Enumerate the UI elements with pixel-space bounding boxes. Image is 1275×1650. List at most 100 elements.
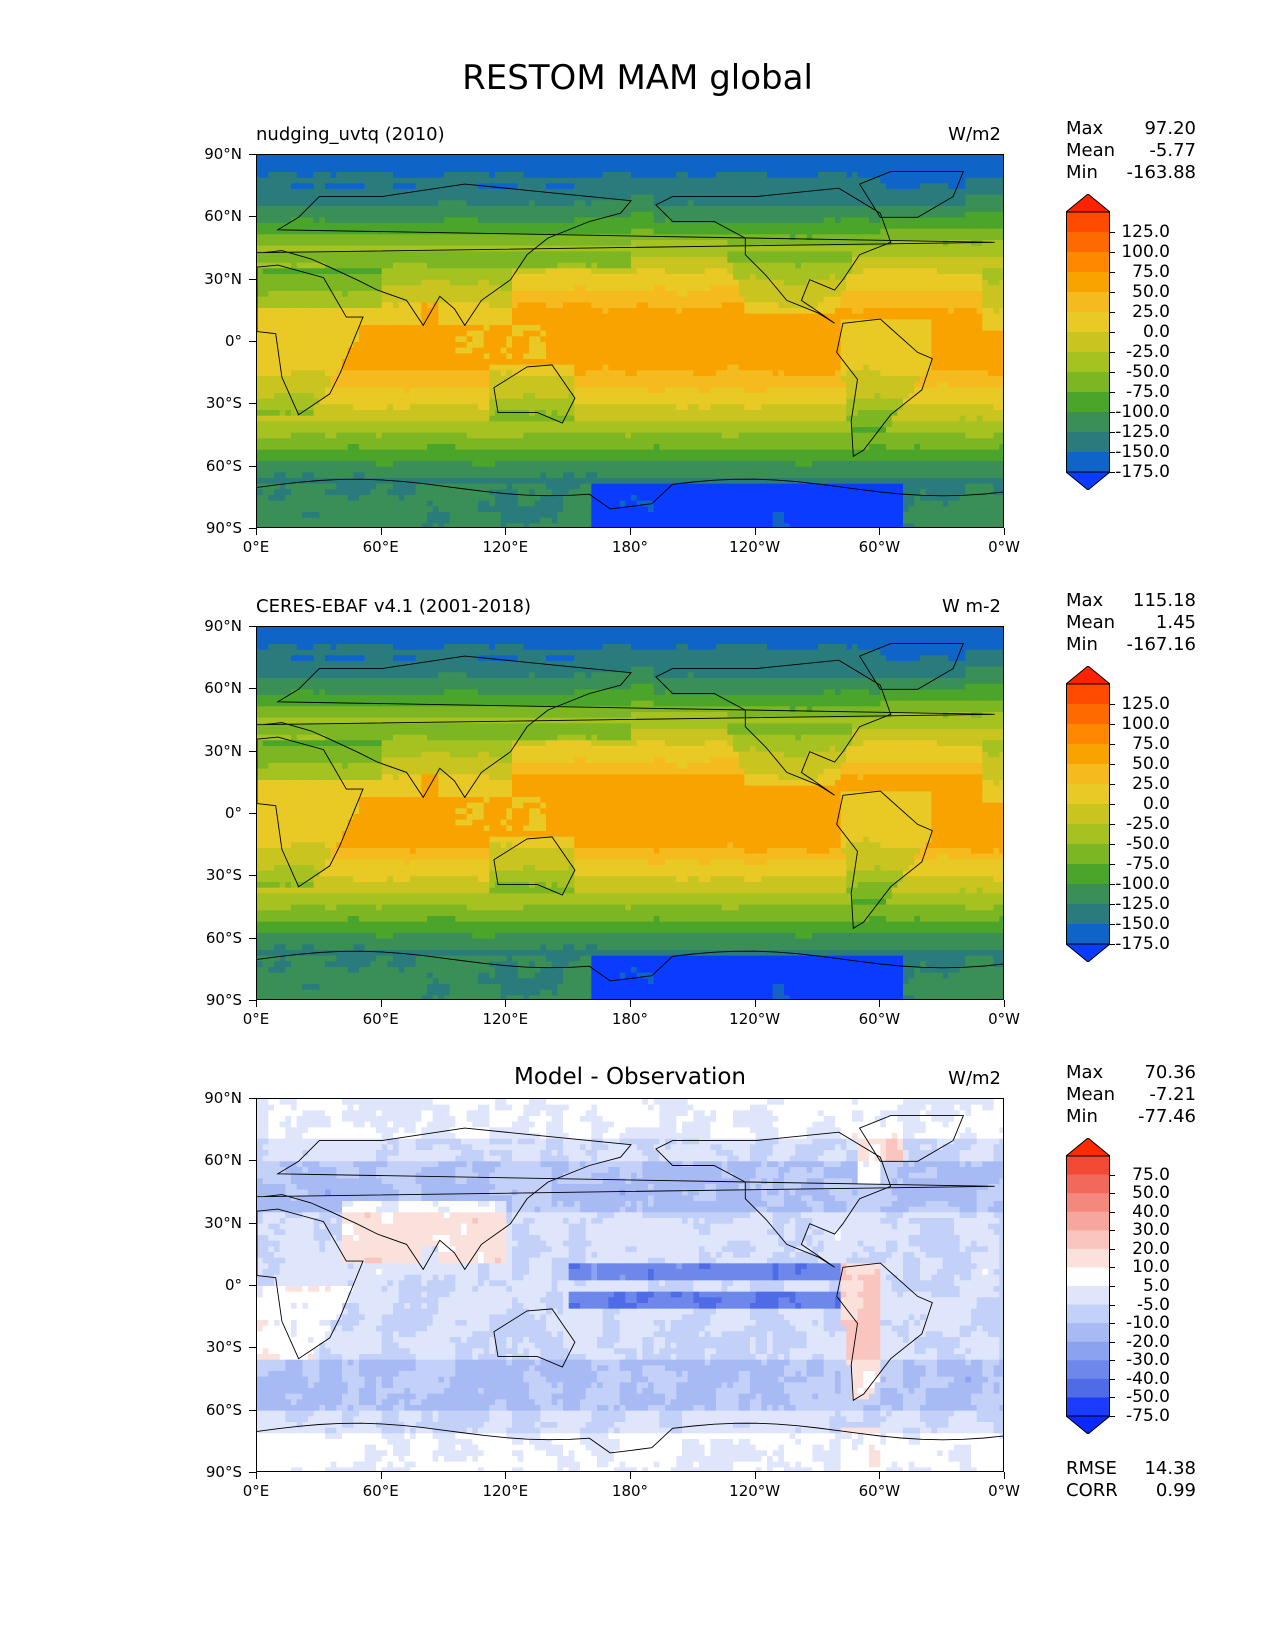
- field-cell: [965, 206, 972, 213]
- field-cell: [404, 251, 411, 258]
- field-cell: [937, 172, 944, 179]
- field-cell: [602, 211, 609, 218]
- field-cell: [721, 313, 728, 320]
- field-cell: [931, 308, 938, 315]
- field-cell: [540, 200, 547, 207]
- field-cell: [574, 308, 581, 315]
- field-cell: [568, 194, 575, 201]
- field-cell: [415, 217, 422, 224]
- field-cell: [410, 285, 417, 292]
- field-cell: [806, 257, 813, 264]
- field-cell: [370, 359, 377, 366]
- field-cell: [376, 166, 383, 173]
- field-cell: [835, 279, 842, 286]
- field-cell: [342, 189, 349, 196]
- field-cell: [619, 166, 626, 173]
- field-cell: [954, 223, 961, 230]
- field-cell: [965, 228, 972, 235]
- field-cell: [687, 223, 694, 230]
- field-cell: [376, 325, 383, 332]
- field-cell: [659, 364, 666, 371]
- field-cell: [506, 336, 513, 343]
- field-cell: [415, 364, 422, 371]
- field-cell: [330, 342, 337, 349]
- field-cell: [551, 342, 558, 349]
- field-cell: [642, 166, 649, 173]
- field-cell: [376, 245, 383, 252]
- field-cell: [846, 308, 853, 315]
- field-cell: [557, 166, 564, 173]
- field-cell: [517, 234, 524, 241]
- field-cell: [948, 296, 955, 303]
- field-cell: [993, 342, 1000, 349]
- field-cell: [551, 194, 558, 201]
- field-cell: [693, 342, 700, 349]
- field-cell: [381, 177, 388, 184]
- field-cell: [597, 189, 604, 196]
- field-cell: [410, 262, 417, 269]
- field-cell: [812, 364, 819, 371]
- field-cell: [857, 319, 864, 326]
- field-cell: [886, 308, 893, 315]
- field-cell: [376, 296, 383, 303]
- field-cell: [427, 177, 434, 184]
- field-cell: [653, 313, 660, 320]
- field-cell: [823, 228, 830, 235]
- field-cell: [988, 155, 995, 162]
- field-cell: [716, 279, 723, 286]
- field-cell: [268, 302, 275, 309]
- field-cell: [517, 228, 524, 235]
- field-cell: [665, 313, 672, 320]
- field-cell: [444, 268, 451, 275]
- field-cell: [478, 172, 485, 179]
- field-cell: [965, 194, 972, 201]
- field-cell: [733, 155, 740, 162]
- field-cell: [971, 211, 978, 218]
- field-cell: [818, 308, 825, 315]
- field-cell: [954, 177, 961, 184]
- field-cell: [580, 228, 587, 235]
- field-cell: [755, 206, 762, 213]
- field-cell: [982, 268, 989, 275]
- field-cell: [993, 308, 1000, 315]
- field-cell: [398, 234, 405, 241]
- field-cell: [449, 234, 456, 241]
- field-cell: [676, 217, 683, 224]
- field-cell: [619, 251, 626, 258]
- field-cell: [376, 313, 383, 320]
- field-cell: [761, 251, 768, 258]
- field-cell: [648, 228, 655, 235]
- field-cell: [432, 268, 439, 275]
- field-cell: [404, 285, 411, 292]
- field-cell: [829, 223, 836, 230]
- field-cell: [954, 313, 961, 320]
- field-cell: [795, 206, 802, 213]
- field-cell: [364, 274, 371, 281]
- field-cell: [483, 330, 490, 337]
- field-cell: [580, 160, 587, 167]
- field-cell: [965, 189, 972, 196]
- field-cell: [387, 342, 394, 349]
- field-cell: [653, 234, 660, 241]
- field-cell: [285, 296, 292, 303]
- field-cell: [648, 234, 655, 241]
- field-cell: [784, 296, 791, 303]
- field-cell: [829, 234, 836, 241]
- field-cell: [268, 319, 275, 326]
- field-cell: [546, 183, 553, 190]
- field-cell: [427, 291, 434, 298]
- field-cell: [404, 302, 411, 309]
- field-cell: [574, 245, 581, 252]
- field-cell: [410, 279, 417, 286]
- field-cell: [602, 240, 609, 247]
- field-cell: [597, 160, 604, 167]
- field-cell: [818, 251, 825, 258]
- field-cell: [874, 240, 881, 247]
- field-cell: [784, 325, 791, 332]
- field-cell: [971, 228, 978, 235]
- field-cell: [846, 257, 853, 264]
- field-cell: [789, 353, 796, 360]
- field-cell: [631, 217, 638, 224]
- field-cell: [291, 206, 298, 213]
- field-cell: [540, 177, 547, 184]
